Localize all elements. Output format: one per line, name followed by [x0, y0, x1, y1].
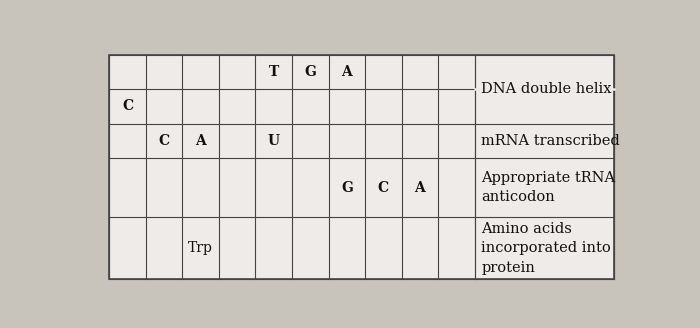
- Text: A: A: [342, 65, 352, 79]
- Text: C: C: [158, 134, 169, 148]
- Bar: [109, 54, 614, 279]
- Text: C: C: [122, 99, 133, 113]
- Text: A: A: [414, 181, 426, 195]
- Text: U: U: [267, 134, 280, 148]
- Text: G: G: [304, 65, 316, 79]
- Text: Appropriate tRNA
anticodon: Appropriate tRNA anticodon: [482, 171, 615, 204]
- Text: G: G: [341, 181, 353, 195]
- Text: T: T: [269, 65, 279, 79]
- Text: DNA double helix: DNA double helix: [482, 82, 612, 96]
- Text: C: C: [378, 181, 389, 195]
- Text: A: A: [195, 134, 206, 148]
- Text: Trp: Trp: [188, 241, 213, 255]
- Text: mRNA transcribed: mRNA transcribed: [482, 134, 620, 148]
- Text: Amino acids
incorporated into
protein: Amino acids incorporated into protein: [482, 222, 611, 275]
- Bar: [109, 54, 614, 279]
